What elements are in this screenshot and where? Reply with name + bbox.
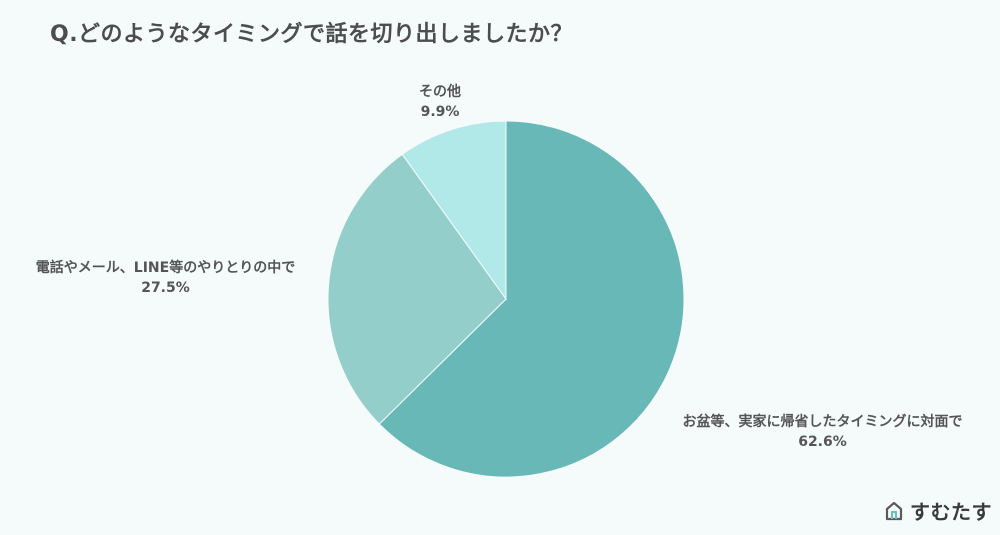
slice-value-other: 9.9%	[420, 104, 460, 120]
chart-title: Q.どのようなタイミングで話を切り出しましたか？	[50, 22, 574, 47]
pie-slice-obon	[378, 120, 685, 478]
slice-label-other-text: その他	[419, 84, 461, 100]
brand-logo: すむたす	[884, 496, 992, 525]
house-icon	[885, 501, 903, 520]
slice-label-phone: 電話やメール、LINE等のやりとりの中で 27.5%	[8, 258, 323, 298]
slice-label-obon-text: お盆等、実家に帰省したタイミングに対面で	[682, 414, 963, 430]
brand-name: すむたす	[910, 500, 992, 524]
slice-label-other: その他 9.9%	[395, 82, 485, 122]
pie-slice-phone	[327, 153, 507, 425]
pie-slice-other	[401, 120, 507, 301]
slice-label-phone-text: 電話やメール、LINE等のやりとりの中で	[35, 260, 296, 276]
slice-label-obon: お盆等、実家に帰省したタイミングに対面で 62.6%	[655, 412, 990, 452]
slice-value-obon: 62.6%	[798, 434, 847, 450]
slice-value-phone: 27.5%	[141, 280, 190, 296]
